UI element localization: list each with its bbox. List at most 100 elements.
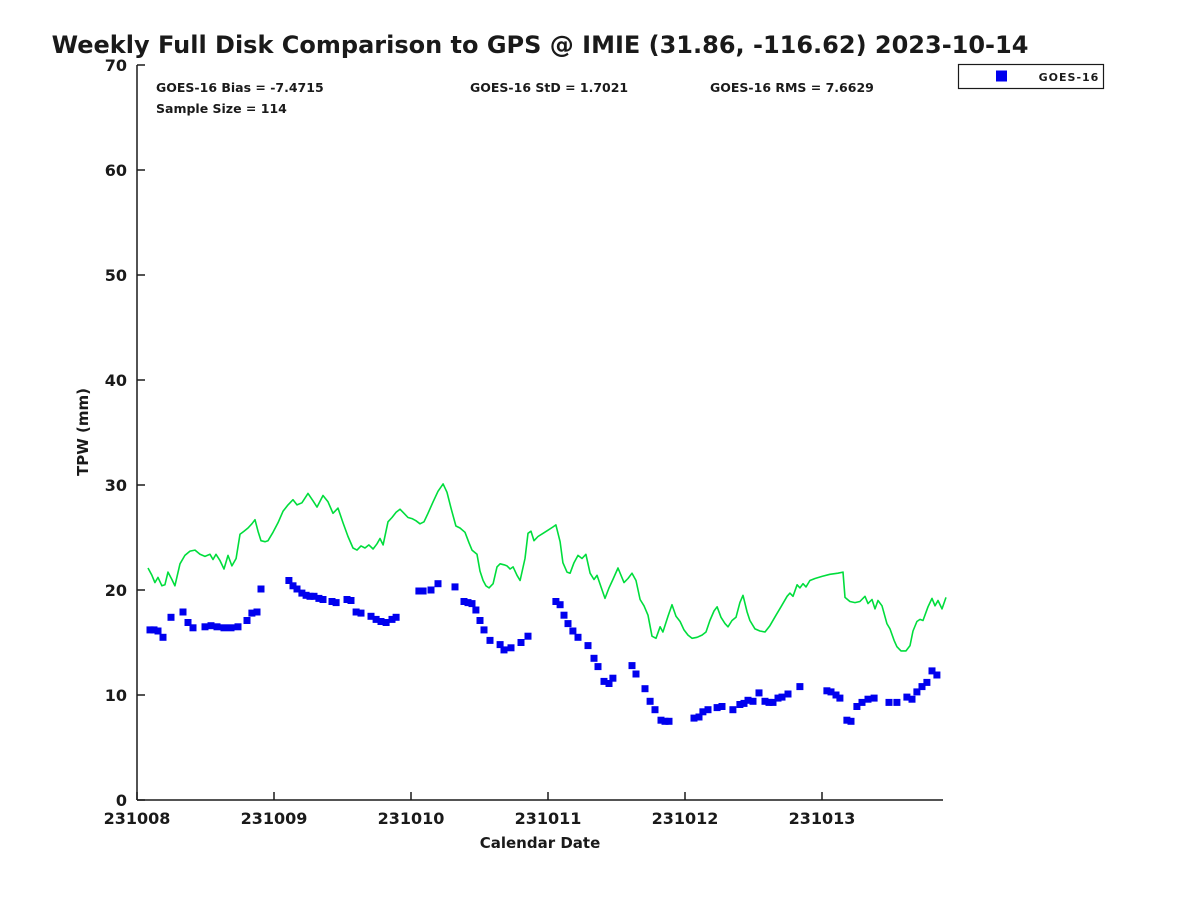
goes16-marker bbox=[415, 587, 423, 595]
goes16-marker bbox=[357, 609, 365, 617]
goes16-marker bbox=[827, 688, 835, 696]
goes16-marker bbox=[569, 627, 577, 635]
goes16-marker bbox=[928, 667, 936, 675]
goes16-marker bbox=[713, 704, 721, 712]
goes16-marker bbox=[486, 636, 494, 644]
goes16-marker bbox=[657, 716, 665, 724]
goes16-marker bbox=[913, 688, 921, 696]
goes16-marker bbox=[755, 689, 763, 697]
goes16-marker bbox=[858, 698, 866, 706]
x-tick-label: 231009 bbox=[241, 809, 308, 828]
goes16-marker bbox=[347, 597, 355, 604]
x-tick-label: 231008 bbox=[104, 809, 171, 828]
goes16-marker bbox=[605, 680, 613, 687]
goes16-marker bbox=[736, 701, 744, 708]
goes16-marker bbox=[310, 592, 318, 600]
stat-rms: GOES-16 RMS = 7.6629 bbox=[710, 80, 874, 95]
goes16-marker bbox=[234, 623, 242, 631]
goes16-marker bbox=[382, 619, 390, 626]
goes16-marker bbox=[332, 599, 340, 607]
y-axis-label: TPW (mm) bbox=[74, 388, 92, 476]
goes16-marker bbox=[248, 609, 256, 617]
goes16-marker bbox=[609, 674, 617, 682]
gps-line-series bbox=[147, 483, 947, 652]
stat-std: GOES-16 StD = 1.7021 bbox=[470, 80, 628, 95]
goes16-marker bbox=[918, 683, 926, 691]
chart-title: Weekly Full Disk Comparison to GPS @ IMI… bbox=[52, 31, 1029, 59]
goes16-marker bbox=[923, 678, 931, 686]
goes16-marker bbox=[778, 693, 786, 701]
y-axis-tick-labels: 0 10 20 30 40 50 60 70 bbox=[105, 56, 127, 810]
goes16-marker bbox=[769, 698, 777, 706]
goes16-marker bbox=[796, 683, 804, 691]
goes16-marker bbox=[480, 626, 488, 634]
goes16-marker bbox=[893, 698, 901, 706]
goes16-marker bbox=[315, 594, 323, 602]
goes16-marker bbox=[832, 691, 840, 699]
goes16-marker bbox=[870, 694, 878, 702]
legend-box bbox=[957, 63, 1105, 90]
y-tick-label: 50 bbox=[105, 266, 127, 285]
goes16-marker bbox=[293, 585, 301, 593]
goes16-marker bbox=[749, 697, 757, 705]
goes16-marker bbox=[628, 662, 636, 670]
x-axis-tick-labels: 231008 231009 231010 231011 231012 231013 bbox=[104, 809, 856, 828]
x-axis-label: Calendar Date bbox=[480, 834, 601, 852]
goes16-marker bbox=[718, 703, 726, 710]
goes16-marker bbox=[761, 697, 769, 705]
goes16-marker bbox=[243, 617, 251, 624]
goes16-marker bbox=[146, 626, 154, 634]
goes16-marker bbox=[367, 612, 375, 620]
goes16-marker bbox=[564, 620, 572, 628]
goes16-marker bbox=[690, 714, 698, 722]
goes16-marker bbox=[464, 599, 472, 607]
goes16-marker bbox=[343, 596, 351, 603]
stat-bias: GOES-16 Bias = -7.4715 bbox=[156, 80, 324, 95]
goes16-marker bbox=[661, 717, 669, 725]
goes16-marker bbox=[372, 615, 380, 623]
goes16-marker bbox=[843, 716, 851, 724]
goes16-marker bbox=[903, 693, 911, 701]
goes16-marker bbox=[227, 624, 235, 632]
goes16-marker bbox=[847, 717, 855, 725]
x-tick-label: 231012 bbox=[652, 809, 719, 828]
goes16-marker bbox=[600, 677, 608, 685]
goes16-marker bbox=[213, 623, 221, 631]
goes16-marker bbox=[392, 613, 400, 621]
goes16-marker bbox=[352, 608, 360, 616]
goes16-marker bbox=[729, 706, 737, 714]
goes16-marker bbox=[253, 608, 261, 616]
goes16-marker bbox=[552, 598, 560, 605]
goes16-scatter-series bbox=[146, 577, 941, 725]
goes16-marker bbox=[556, 601, 564, 609]
goes16-marker bbox=[189, 624, 197, 632]
y-tick-label: 60 bbox=[105, 161, 127, 180]
goes16-marker bbox=[651, 706, 659, 714]
goes16-marker bbox=[476, 617, 484, 624]
goes16-marker bbox=[500, 646, 508, 654]
x-tick-label: 231013 bbox=[789, 809, 856, 828]
axes bbox=[136, 64, 943, 801]
legend-marker-goes16 bbox=[996, 70, 1007, 82]
goes16-marker bbox=[665, 717, 673, 725]
goes16-marker bbox=[641, 685, 649, 693]
x-tick-label: 231010 bbox=[378, 809, 445, 828]
goes16-marker bbox=[377, 618, 385, 625]
goes16-marker bbox=[584, 642, 592, 650]
y-tick-label: 0 bbox=[116, 791, 127, 810]
goes16-marker bbox=[179, 608, 187, 616]
goes16-marker bbox=[468, 600, 476, 608]
goes16-marker bbox=[472, 606, 480, 614]
goes16-marker bbox=[740, 699, 748, 707]
goes16-marker bbox=[496, 641, 504, 649]
goes16-marker bbox=[150, 626, 158, 634]
gps-line bbox=[147, 483, 947, 652]
goes16-marker bbox=[289, 582, 297, 590]
goes16-marker bbox=[388, 615, 396, 623]
goes16-marker bbox=[451, 583, 459, 591]
goes16-marker bbox=[560, 611, 568, 619]
goes16-marker bbox=[864, 695, 872, 703]
goes16-marker bbox=[885, 698, 893, 706]
